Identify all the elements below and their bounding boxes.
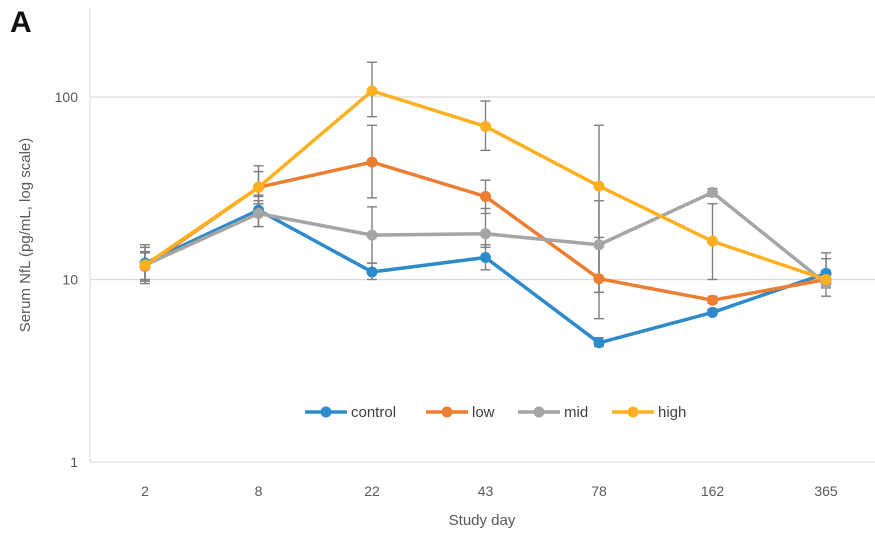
x-tick-label: 8: [255, 483, 263, 499]
data-point-high: [366, 85, 378, 97]
data-point-mid: [707, 186, 718, 198]
data-point-control: [593, 337, 605, 349]
data-point-high: [820, 274, 832, 285]
data-point-control: [707, 306, 718, 318]
legend-marker-low: [441, 406, 453, 418]
data-point-high: [253, 181, 264, 193]
legend-label-control: control: [351, 404, 396, 421]
legend-label-high: high: [658, 404, 686, 421]
legend-label-low: low: [472, 404, 495, 421]
data-point-low: [480, 190, 491, 202]
legend-marker-control: [320, 406, 332, 418]
legend-marker-high: [627, 406, 639, 418]
x-tick-label: 22: [364, 483, 380, 499]
legend: control low mid high: [305, 404, 686, 421]
x-tick-labels: 2 8 22 43 78 162 365: [141, 483, 838, 499]
y-tick-label: 10: [62, 272, 78, 288]
series-lines: [139, 85, 832, 349]
legend-marker-mid: [533, 406, 545, 418]
x-tick-label: 162: [701, 483, 725, 499]
x-tick-label: 43: [478, 483, 494, 499]
data-point-low: [366, 156, 378, 168]
data-point-mid: [480, 228, 491, 240]
gridlines: [90, 96, 875, 281]
data-point-low: [593, 273, 605, 285]
data-point-high: [593, 180, 605, 192]
data-point-mid: [593, 239, 605, 251]
panel-label: A: [10, 6, 32, 39]
data-point-low: [707, 294, 718, 306]
data-point-control: [366, 266, 378, 278]
y-tick-labels: 1 10 100: [55, 89, 79, 470]
data-point-mid: [366, 229, 378, 241]
data-point-high: [139, 259, 151, 271]
x-tick-label: 2: [141, 483, 149, 499]
data-point-high: [480, 120, 491, 132]
y-axis-title: Serum NfL (pg/mL, log scale): [17, 138, 34, 333]
y-tick-label: 1: [70, 454, 78, 470]
legend-label-mid: mid: [564, 404, 588, 421]
x-tick-label: 365: [814, 483, 838, 499]
data-point-control: [480, 251, 491, 263]
data-point-high: [707, 235, 718, 247]
data-point-mid: [253, 207, 264, 219]
y-tick-label: 100: [55, 89, 79, 105]
x-tick-label: 78: [591, 483, 607, 499]
x-axis-title: Study day: [449, 512, 516, 529]
